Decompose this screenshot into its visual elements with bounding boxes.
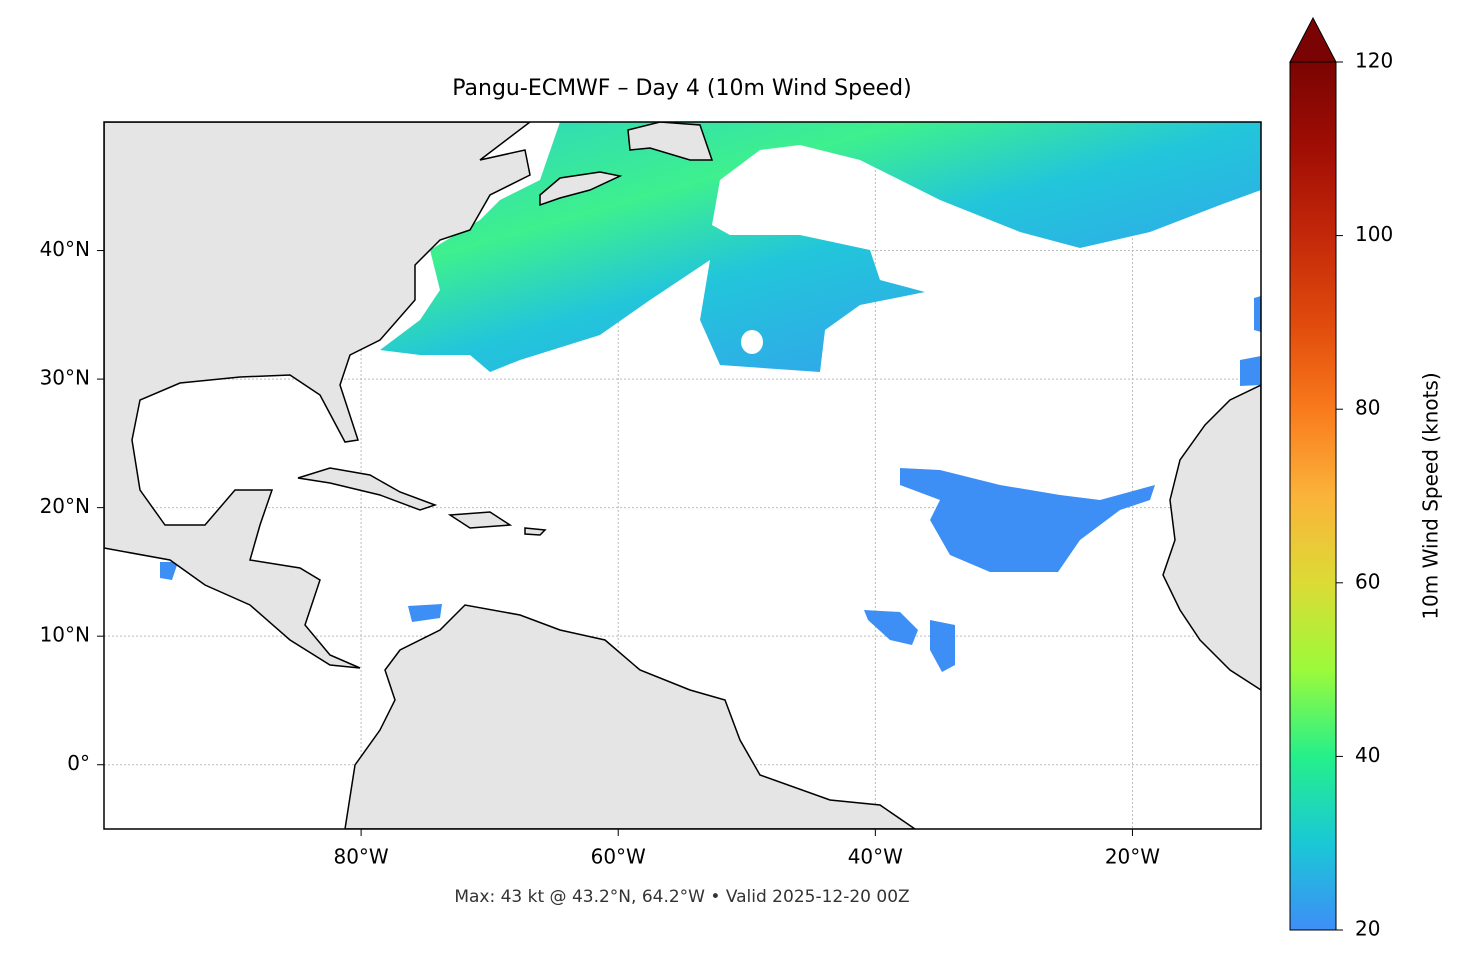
y-tick-label: 30°N	[40, 366, 90, 390]
footnote: Max: 43 kt @ 43.2°N, 64.2°W • Valid 2025…	[454, 887, 909, 907]
map-area	[104, 122, 1261, 829]
x-tick-label: 80°W	[333, 845, 388, 869]
colorbar-tick-label: 80	[1355, 396, 1380, 420]
y-tick-label: 20°N	[40, 494, 90, 518]
map-frame	[103, 121, 1262, 830]
colorbar: 10m Wind Speed (knots) 20 40 60 80 100 120	[1289, 16, 1443, 941]
y-tick-label: 0°	[67, 751, 90, 775]
x-tick-label: 20°W	[1105, 845, 1160, 869]
x-tick-label: 40°W	[848, 845, 903, 869]
wind-field	[900, 468, 1155, 572]
colorbar-label: 10m Wind Speed (knots)	[1419, 372, 1443, 619]
colorbar-tick-label: 60	[1355, 569, 1380, 593]
wind-field	[864, 610, 955, 672]
land	[1162, 384, 1261, 691]
x-tick-label: 60°W	[591, 845, 646, 869]
colorbar-tick-label: 100	[1355, 222, 1393, 246]
colorbar-extension	[1289, 16, 1337, 63]
map-title: Pangu-ECMWF – Day 4 (10m Wind Speed)	[452, 76, 911, 101]
colorbar-tick-label: 120	[1355, 49, 1393, 73]
wind-gap	[741, 330, 763, 354]
colorbar-scale	[1289, 61, 1337, 931]
colorbar-tick-label: 20	[1355, 917, 1380, 941]
land	[297, 467, 547, 536]
land	[344, 604, 917, 829]
colorbar-tick-label: 40	[1355, 743, 1380, 767]
land	[104, 122, 532, 669]
y-tick-label: 10°N	[40, 623, 90, 647]
y-tick-label: 40°N	[40, 237, 90, 261]
